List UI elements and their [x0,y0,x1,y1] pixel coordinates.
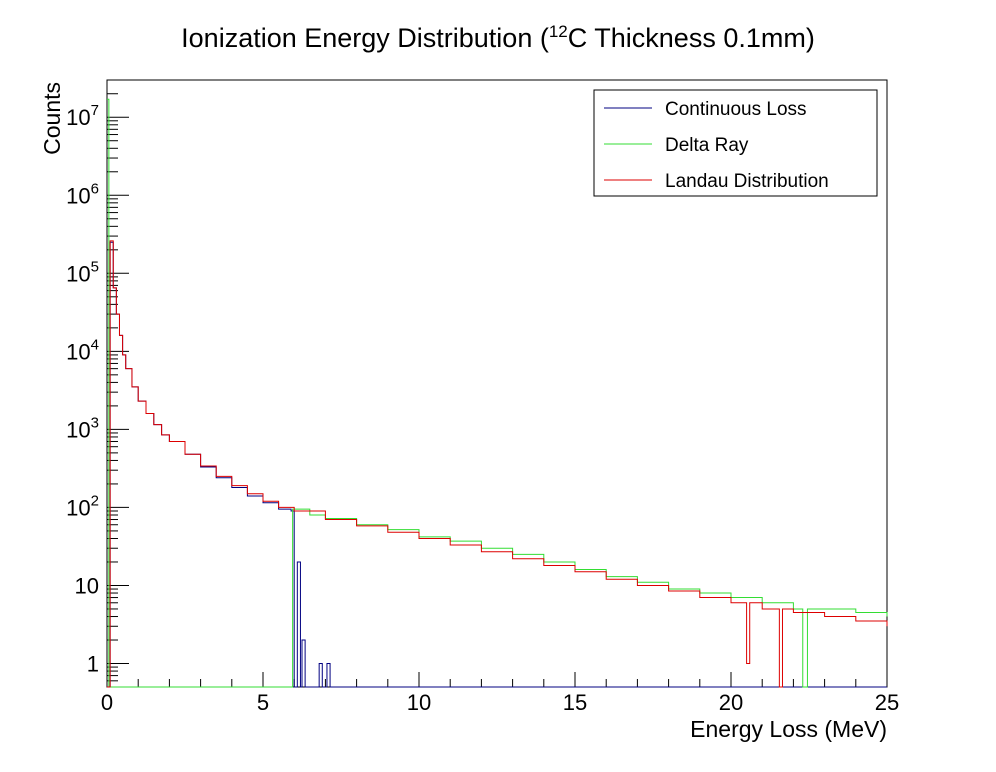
legend-label: Continuous Loss [665,99,807,120]
y-tick-label: 104 [66,336,99,364]
chart-title-rest: C Thickness 0.1mm) [567,23,815,53]
series-line-2 [107,240,888,688]
y-tick-label: 105 [66,258,99,286]
series-line-0 [107,241,887,688]
y-tick-label: 10 [75,573,99,598]
x-tick-label: 20 [719,690,743,715]
y-tick-label: 1 [87,652,99,677]
x-tick-label: 5 [257,690,269,715]
chart-title: Ionization Energy Distribution (12C Thic… [0,22,996,54]
chart-title-superscript: 12 [548,22,568,41]
x-tick-label: 25 [875,690,899,715]
y-tick-labels: 1 10 102 103 104 105 106 107 [66,102,99,676]
x-tick-labels: 0 5 10 15 20 25 [101,690,899,715]
chart-title-main: Ionization Energy Distribution ( [181,23,549,53]
legend-label: Landau Distribution [665,171,829,192]
legend-label: Delta Ray [665,135,749,156]
x-tick-label: 15 [563,690,587,715]
y-tick-label: 106 [66,180,99,208]
legend: Continuous Loss Delta Ray Landau Distribut… [593,89,878,197]
y-axis-title: Counts [39,82,65,155]
series-group [107,98,888,688]
x-axis-title: Energy Loss (MeV) [690,716,887,742]
y-tick-label: 103 [66,414,99,442]
y-tick-label: 107 [66,102,99,130]
y-tick-label: 102 [66,492,99,520]
x-tick-label: 0 [101,690,113,715]
x-tick-label: 10 [407,690,431,715]
